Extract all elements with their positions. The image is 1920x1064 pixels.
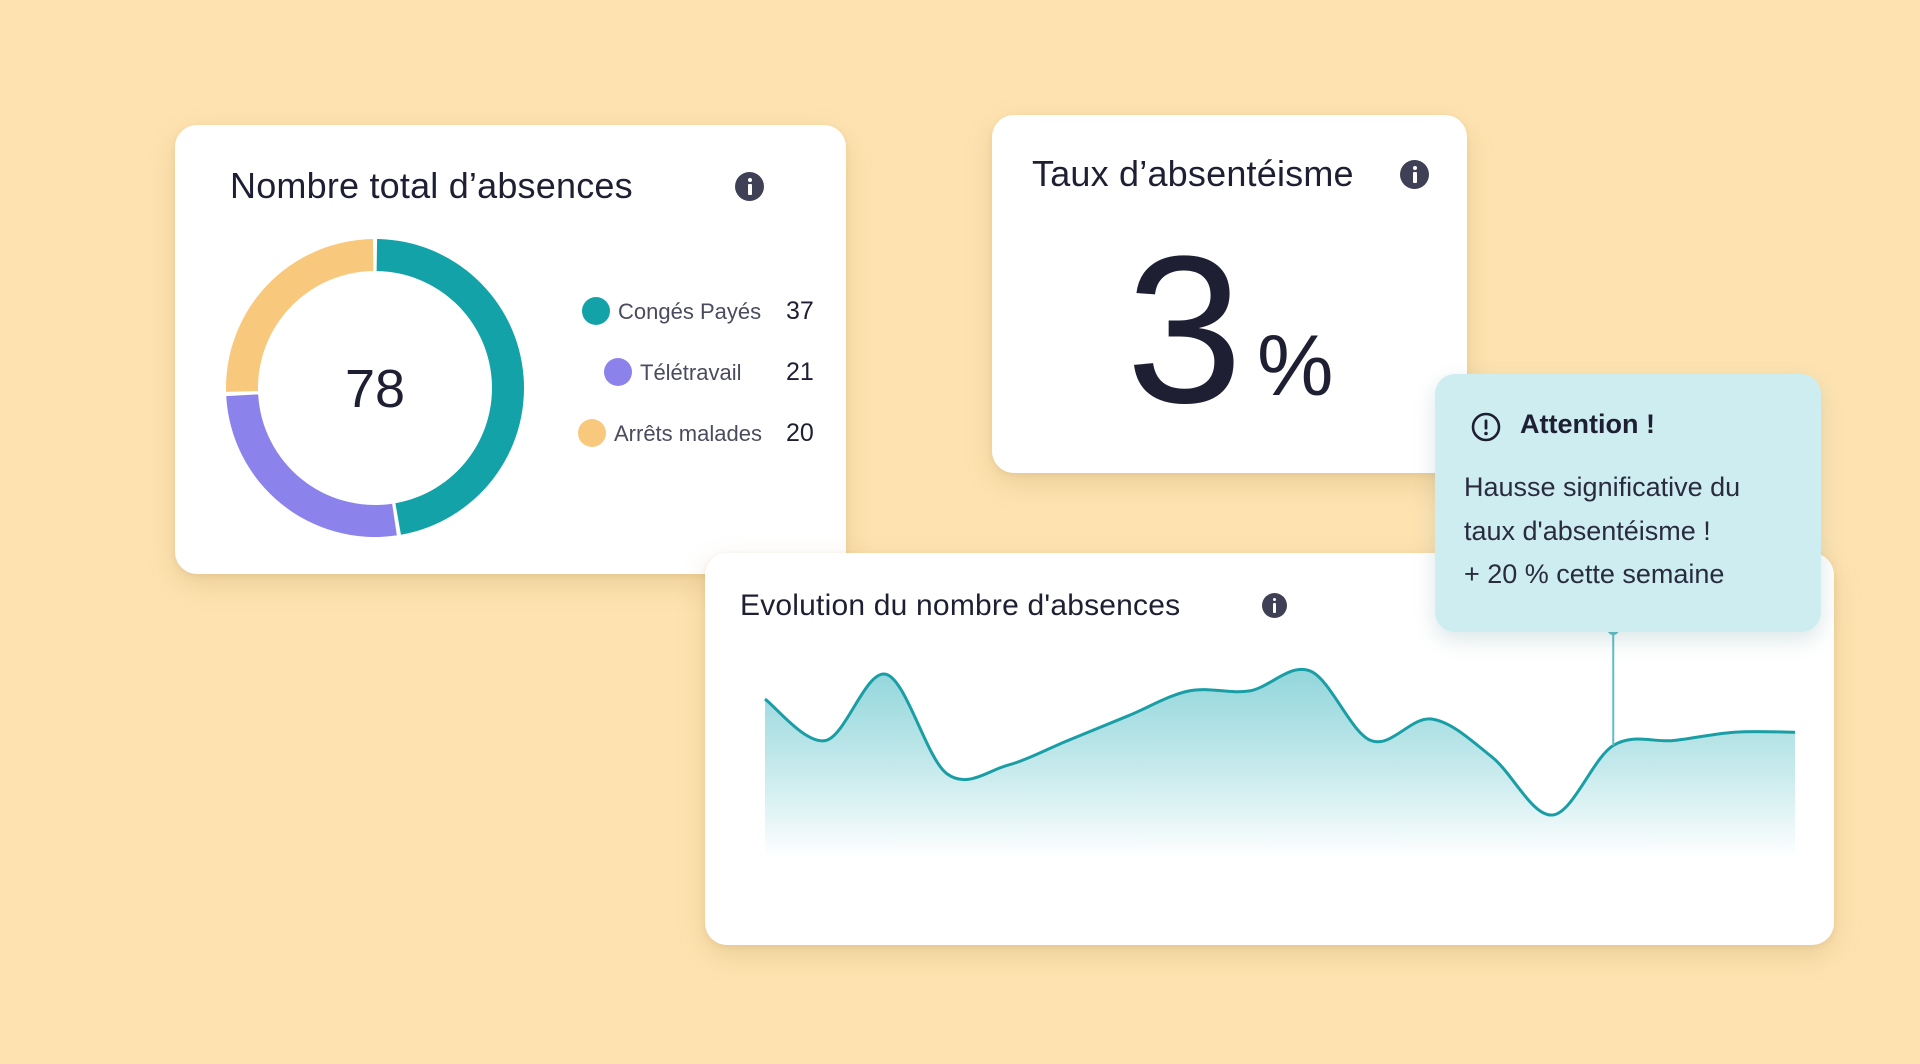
info-icon[interactable] xyxy=(735,172,764,201)
total-absences-card: Nombre total d’absences 78 Congés Payés … xyxy=(175,125,846,574)
alert-tooltip: Attention ! Hausse significative du taux… xyxy=(1435,374,1821,632)
legend-label: Télétravail xyxy=(640,360,742,385)
legend-value: 21 xyxy=(786,358,814,386)
alert-text-line: + 20 % cette semaine xyxy=(1464,559,1725,589)
absences-evolution-chart xyxy=(764,623,1796,858)
absenteeism-rate-card: Taux d’absentéisme 3 % xyxy=(992,115,1467,473)
donut-slice-teletravail xyxy=(226,394,397,537)
alert-circle-icon xyxy=(1471,412,1501,442)
absences-legend: Congés Payés 37 Télétravail 21 Arrêts ma… xyxy=(575,295,825,478)
total-absences-title: Nombre total d’absences xyxy=(230,165,633,206)
legend-label: Arrêts malades xyxy=(614,421,762,446)
donut-total-value: 78 xyxy=(345,359,405,419)
absenteeism-rate-value: 3 xyxy=(1126,212,1243,447)
alert-text-line: taux d'absentéisme ! xyxy=(1464,516,1711,546)
donut-slice-arrets-malades xyxy=(226,239,374,392)
info-icon[interactable] xyxy=(1262,593,1287,618)
legend-item-teletravail: Télétravail 21 xyxy=(575,356,825,417)
info-icon[interactable] xyxy=(1400,160,1429,189)
evolution-line xyxy=(764,667,1796,817)
legend-value: 20 xyxy=(786,419,814,447)
legend-item-arrets-malades: Arrêts malades 20 xyxy=(575,417,825,478)
absences-evolution-card: Evolution du nombre d'absences xyxy=(705,553,1834,945)
alert-title: Attention ! xyxy=(1520,409,1655,439)
absences-evolution-title: Evolution du nombre d'absences xyxy=(740,589,1181,622)
absences-donut-chart: 78 xyxy=(226,239,525,537)
donut-slice-conges-payes xyxy=(376,239,525,535)
legend-dot xyxy=(604,358,632,386)
evolution-area-fill xyxy=(765,669,1795,858)
absenteeism-rate-title: Taux d’absentéisme xyxy=(1032,153,1354,194)
legend-dot xyxy=(578,419,606,447)
legend-item-conges-payes: Congés Payés 37 xyxy=(575,295,825,356)
alert-text-line: Hausse significative du xyxy=(1464,472,1741,502)
legend-value: 37 xyxy=(786,297,814,325)
legend-dot xyxy=(582,297,610,325)
legend-label: Congés Payés xyxy=(618,299,762,324)
absenteeism-rate-unit: % xyxy=(1257,318,1334,414)
